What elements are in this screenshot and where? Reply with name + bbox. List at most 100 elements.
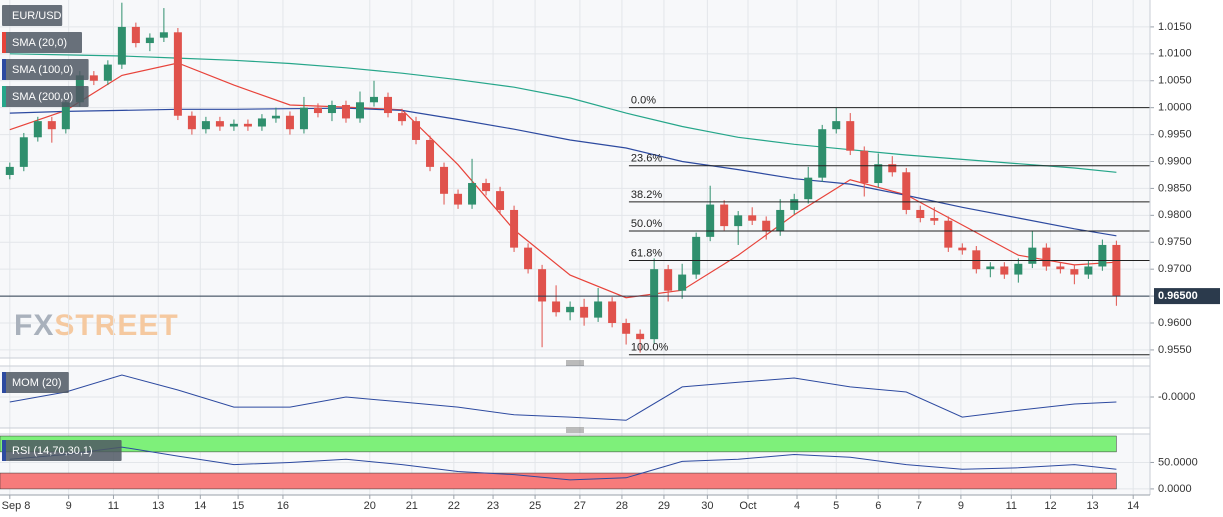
candle-body [173, 32, 182, 116]
candle-body [734, 215, 743, 227]
x-tick-label: 9 [958, 500, 964, 512]
candle-body [440, 166, 449, 194]
candle-body [454, 193, 463, 205]
candle-body [187, 115, 196, 130]
x-tick-label: 13 [1086, 500, 1098, 512]
grid-layer: FXSTREET [0, 0, 1150, 495]
candle-body [398, 113, 407, 122]
x-tick-label: Sep 8 [2, 500, 31, 512]
legend-box [2, 5, 63, 26]
series-line [9, 62, 1117, 299]
candle-body [818, 129, 827, 178]
candle-body [538, 269, 547, 302]
legend-label: EUR/USD [12, 10, 62, 22]
y-tick-label: 1.0150 [1158, 21, 1192, 33]
legend-swatch [2, 86, 6, 107]
x-tick-label: 14 [1127, 500, 1139, 512]
panel-grip[interactable] [566, 360, 584, 366]
candle-body [257, 118, 266, 127]
legend-label: SMA (20,0) [12, 37, 67, 49]
x-tick-label: 15 [232, 500, 244, 512]
candle-body [916, 209, 925, 219]
candle-body [145, 37, 154, 44]
candle-body [636, 333, 645, 340]
legend-label: MOM (20) [12, 377, 62, 389]
series-line [9, 53, 1117, 173]
candle-body [580, 306, 589, 318]
candle-body [832, 121, 841, 130]
candle-body [902, 172, 911, 210]
x-tick-label: 11 [108, 500, 119, 512]
x-tick-label: 4 [794, 500, 800, 512]
x-tick-label: 20 [364, 500, 376, 512]
marks-layer [5, 2, 1121, 481]
candle-body [720, 204, 729, 227]
candle-body [650, 269, 659, 340]
candle-body [748, 215, 757, 221]
candle-body [678, 274, 687, 291]
last-price-label: 0.96500 [1158, 290, 1198, 302]
candle-body [776, 209, 785, 232]
y-tick-label: 0.9700 [1158, 263, 1192, 275]
main-panel [0, 0, 1150, 358]
x-tick-label: 25 [529, 500, 541, 512]
panel-grip[interactable] [566, 427, 584, 433]
x-tick-label: 30 [701, 500, 713, 512]
legend-label: SMA (100,0) [12, 64, 73, 76]
legend-box [2, 59, 89, 80]
candle-body [5, 166, 14, 175]
candle-body [229, 123, 238, 127]
fib-label: 38.2% [631, 189, 662, 201]
candle-body [888, 164, 897, 173]
candle-body [131, 26, 140, 44]
candle-body [874, 164, 883, 184]
legend-box [2, 32, 82, 53]
legend-box [2, 86, 89, 107]
candle-body [944, 220, 953, 248]
candle-body [201, 121, 210, 130]
candle-body [1084, 266, 1093, 275]
candle-body [243, 123, 252, 127]
x-tick-label: 9 [66, 500, 72, 512]
candle-body [846, 121, 855, 151]
y-tick-label: 0.9600 [1158, 317, 1192, 329]
legend-swatch [2, 440, 6, 461]
y-tick-label: -0.0000 [1158, 391, 1195, 403]
candle-body [496, 191, 505, 210]
candle-body [1028, 247, 1037, 264]
watermark-part: FX [14, 309, 54, 342]
x-tick-label: Oct [739, 500, 756, 512]
candle-body [299, 107, 308, 130]
y-tick-label: 1.0000 [1158, 102, 1192, 114]
candle-body [594, 301, 603, 318]
x-tick-label: 16 [277, 500, 289, 512]
y-tick-label: 0.0000 [1158, 483, 1192, 495]
candle-body [958, 247, 967, 251]
candle-body [986, 266, 995, 270]
candle-body [1000, 266, 1009, 275]
candle-body [552, 301, 561, 313]
x-tick-label: 13 [152, 500, 164, 512]
y-tick-label: 0.9850 [1158, 182, 1192, 194]
candle-body [860, 150, 869, 184]
candle-body [341, 104, 350, 119]
legend-swatch [2, 372, 6, 393]
y-tick-label: 0.9800 [1158, 209, 1192, 221]
candle-body [804, 177, 813, 200]
series-line [9, 107, 1117, 237]
candle-body [622, 323, 631, 334]
watermark-part: STREET [54, 309, 178, 342]
candle-body [47, 121, 56, 130]
x-tick-label: 6 [875, 500, 881, 512]
candle-body [468, 183, 477, 205]
candle-body [1014, 263, 1023, 275]
rsi-band [0, 435, 1117, 453]
fib-label: 23.6% [631, 153, 662, 165]
y-tick-label: 50.0000 [1158, 456, 1198, 468]
x-tick-label: 5 [833, 500, 839, 512]
y-tick-label: 1.0050 [1158, 75, 1192, 87]
candle-body [510, 209, 519, 248]
candle-body [313, 107, 322, 114]
